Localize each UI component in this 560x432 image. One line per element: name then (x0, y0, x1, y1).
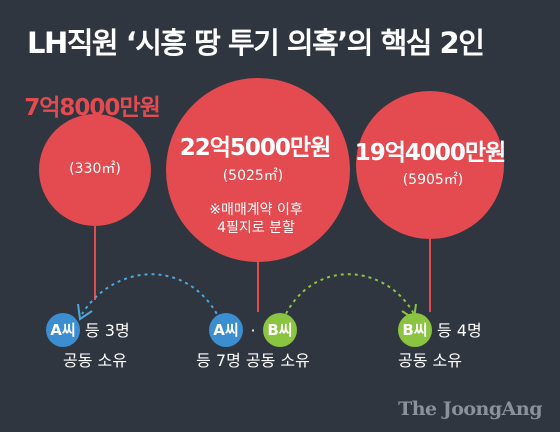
parcel-note-line-2: 4필지로 분할 (217, 220, 295, 236)
owner-b-badge-joint-label: B씨 (267, 321, 292, 339)
arrow-b-path (282, 273, 415, 321)
parcel-area-3: (5905㎡) (403, 172, 464, 188)
parcel-note-line-1: ※매매계약 이후 (209, 202, 303, 218)
parcel-circle-medium (356, 91, 504, 239)
owner-group-3-count: 등 4명 (437, 321, 482, 340)
parcel-price-3: 19억4000만원 (355, 140, 506, 166)
owner-group-3-label: 공동 소유 (398, 351, 462, 370)
owner-group-2-label: 등 7명 공동 소유 (196, 351, 310, 370)
publisher-credit: The JoongAng (398, 398, 542, 420)
parcel-area-1: (330㎡) (69, 161, 121, 177)
owner-b-badge (398, 313, 432, 347)
owner-a-badge-label: A씨 (50, 321, 75, 339)
owner-group-1-count: 등 3명 (85, 321, 130, 340)
owner-separator: · (250, 321, 255, 340)
parcel-price-1: 7억8000만원 (24, 95, 160, 121)
parcel-circle-large (166, 78, 350, 262)
owner-b-badge-joint (263, 313, 297, 347)
arrow-a-path (81, 273, 221, 321)
arrow-a-head-icon (77, 303, 93, 321)
parcel-area-2: (5025㎡) (223, 168, 284, 184)
owner-a-badge-joint-label: A씨 (213, 321, 238, 339)
owner-b-badge-label: B씨 (402, 321, 427, 339)
owner-group-1-label: 공동 소유 (63, 351, 127, 370)
owner-a-badge (46, 313, 80, 347)
parcel-circle-small (39, 114, 151, 226)
owner-a-badge-joint (209, 313, 243, 347)
parcel-price-2: 22억5000만원 (180, 135, 331, 161)
page-title: LH직원 ‘시흥 땅 투기 의혹’의 핵심 2인 (27, 26, 485, 60)
